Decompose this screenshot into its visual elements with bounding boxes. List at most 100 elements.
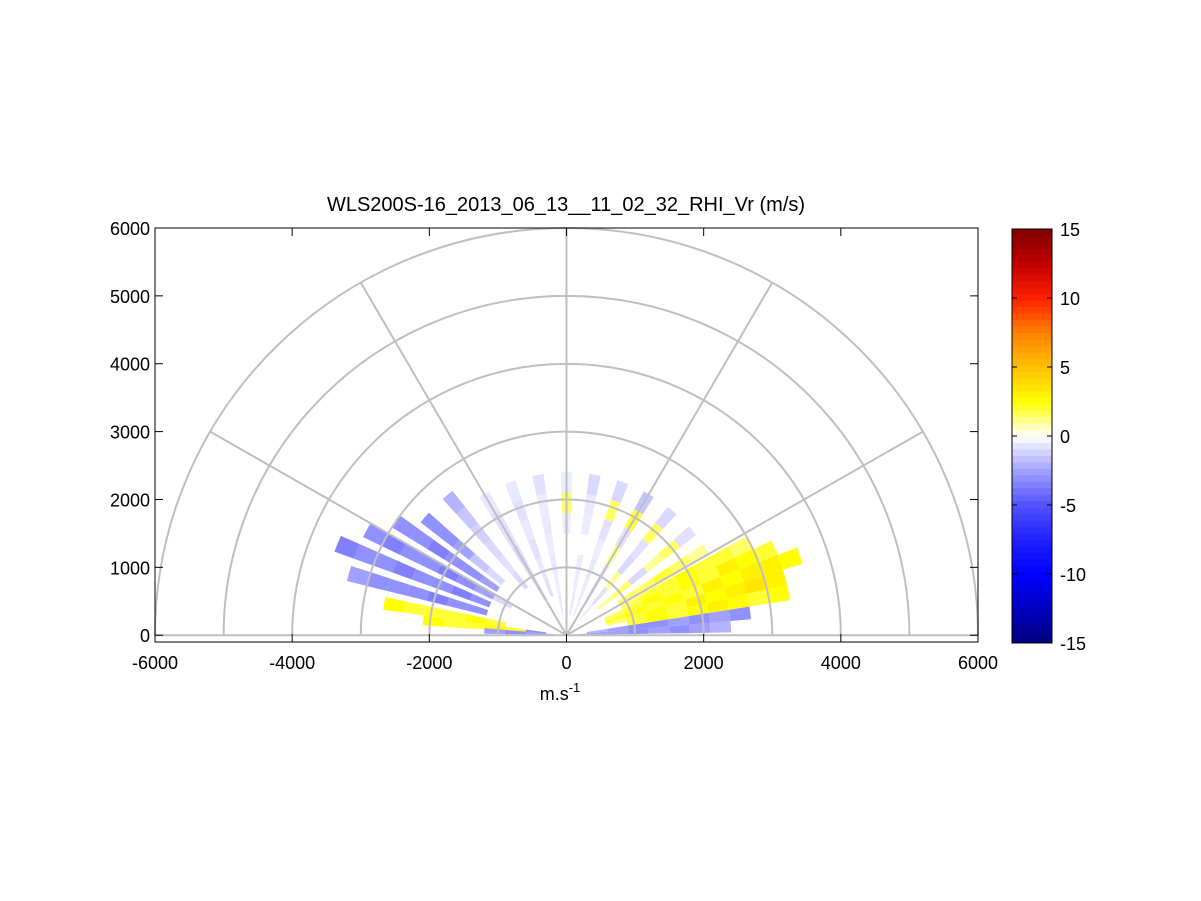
velocity-cell	[684, 593, 707, 608]
colorbar-swatch	[1012, 306, 1052, 314]
elevation-spoke	[209, 430, 567, 637]
velocity-cell	[463, 621, 486, 630]
velocity-cell	[627, 628, 649, 635]
elevation-spoke	[359, 282, 568, 636]
velocity-cell	[485, 567, 506, 586]
velocity-cell	[583, 494, 597, 516]
velocity-cell	[511, 571, 529, 590]
colorbar-swatch	[1012, 300, 1052, 308]
colorbar-swatch	[1012, 397, 1052, 405]
colorbar-swatch	[1012, 313, 1052, 321]
colorbar-swatch	[1012, 584, 1052, 592]
velocity-cell	[381, 533, 407, 555]
colorbar-swatch	[1012, 545, 1052, 553]
velocity-cell	[607, 629, 629, 635]
velocity-cell	[420, 512, 445, 535]
colorbar-swatch	[1012, 487, 1052, 495]
colorbar-swatch	[1012, 481, 1052, 489]
velocity-cell	[392, 560, 417, 580]
colorbar-tick-label: -5	[1060, 496, 1076, 516]
colorbar-swatch	[1012, 319, 1052, 327]
velocity-cell	[569, 594, 576, 616]
velocity-cell	[643, 598, 665, 612]
velocity-cell	[668, 616, 690, 627]
velocity-cell	[734, 549, 759, 570]
velocity-cell	[422, 615, 445, 627]
colorbar-swatch	[1012, 235, 1052, 243]
colorbar-swatch	[1012, 623, 1052, 631]
velocity-cell	[648, 626, 670, 634]
velocity-cell	[549, 554, 558, 576]
colorbar-swatch	[1012, 390, 1052, 398]
velocity-cell	[586, 628, 608, 634]
velocity-cell	[706, 598, 730, 613]
velocity-cell	[646, 612, 669, 623]
velocity-cell	[685, 544, 710, 564]
velocity-cell	[629, 538, 650, 560]
velocity-cell	[442, 490, 466, 515]
velocity-cell	[627, 567, 648, 586]
colorbar-swatch	[1012, 358, 1052, 366]
velocity-cell	[591, 538, 606, 560]
velocity-cell	[688, 612, 710, 625]
velocity-cell	[607, 625, 628, 632]
x-tick-label: -4000	[269, 653, 315, 673]
colorbar-swatch	[1012, 254, 1052, 262]
velocity-cell	[709, 621, 732, 633]
y-tick-label: 2000	[110, 490, 150, 510]
colorbar-tick-label: 10	[1060, 289, 1080, 309]
colorbar-swatch	[1012, 455, 1052, 463]
velocity-cell	[642, 522, 663, 545]
colorbar-swatch	[1012, 436, 1052, 443]
colorbar-swatch	[1012, 461, 1052, 469]
velocity-cell	[668, 555, 692, 575]
colorbar-swatch	[1012, 345, 1052, 353]
colorbar-swatch	[1012, 241, 1052, 249]
x-tick-label: 0	[561, 653, 571, 673]
velocity-cell	[692, 556, 716, 575]
velocity-cell	[334, 535, 360, 559]
colorbar-tick-label: -15	[1060, 634, 1086, 654]
velocity-cell	[469, 553, 491, 573]
velocity-cell	[426, 539, 450, 560]
velocity-cell	[400, 543, 424, 564]
velocity-cell	[622, 600, 644, 614]
velocity-cell	[470, 522, 491, 545]
velocity-cell	[572, 574, 580, 596]
x-tick-label: 4000	[821, 653, 861, 673]
colorbar-swatch	[1012, 604, 1052, 612]
colorbar-swatch	[1012, 338, 1052, 346]
velocity-cell	[642, 553, 664, 573]
colorbar-swatch	[1012, 293, 1052, 301]
velocity-cell	[686, 603, 709, 617]
colorbar-swatch	[1012, 351, 1052, 359]
velocity-cell	[575, 554, 584, 576]
velocity-cell	[423, 605, 446, 619]
velocity-cell	[726, 593, 750, 610]
velocity-cell	[535, 557, 548, 579]
colorbar-swatch	[1012, 571, 1052, 579]
velocity-cell	[532, 473, 547, 496]
elevation-spoke	[565, 282, 774, 636]
velocity-cell	[710, 546, 735, 567]
colorbar-swatch	[1012, 429, 1052, 437]
colorbar-swatch	[1012, 533, 1052, 540]
colorbar-tick-label: -10	[1060, 565, 1086, 585]
colorbar-swatch	[1012, 513, 1052, 521]
velocity-cell	[620, 595, 642, 610]
velocity-cell	[512, 499, 529, 522]
velocity-cell	[604, 571, 622, 590]
velocity-cell	[617, 554, 636, 575]
velocity-cell	[557, 594, 564, 616]
velocity-cell	[612, 580, 632, 598]
velocity-cell	[527, 538, 542, 560]
velocity-cell	[739, 562, 764, 582]
colorbar-swatch	[1012, 610, 1052, 618]
velocity-cell	[598, 519, 613, 541]
velocity-cell	[386, 578, 410, 596]
velocity-cell	[366, 572, 391, 591]
velocity-cell	[456, 506, 478, 530]
velocity-cell	[723, 581, 747, 599]
colorbar-swatch	[1012, 287, 1052, 295]
